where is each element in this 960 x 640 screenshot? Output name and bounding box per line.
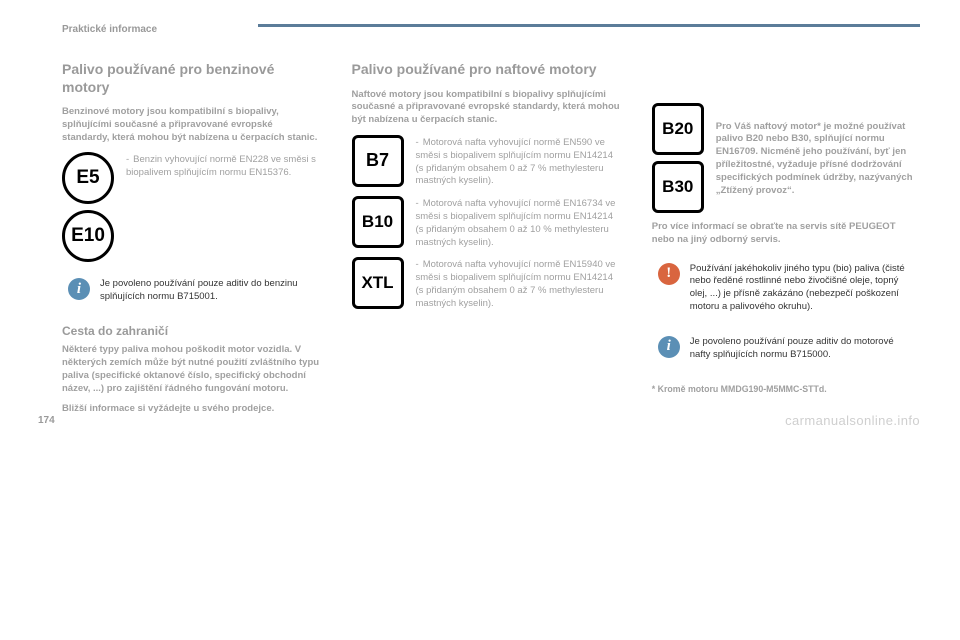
bio-contact: Pro více informací se obraťte na servis … bbox=[652, 221, 920, 247]
petrol-intro: Benzinové motory jsou kompatibilní s bio… bbox=[62, 106, 320, 144]
warn-icon: ! bbox=[658, 263, 680, 285]
bio-top-text: Pro Váš naftový motor* je možné používat… bbox=[716, 119, 920, 198]
petrol-info-text: Je povoleno používání pouze aditiv do be… bbox=[100, 278, 314, 304]
page-number: 174 bbox=[38, 415, 55, 426]
bio-info-text: Je povoleno používání pouze aditiv do mo… bbox=[690, 336, 914, 362]
bio-info-note: i Je povoleno používání pouze aditiv do … bbox=[652, 328, 920, 370]
diesel-row-xtl: XTL -Motorová nafta vyhovující normě EN1… bbox=[352, 257, 620, 310]
e5-icon: E5 bbox=[62, 152, 114, 204]
bio-icons: B20 B30 bbox=[652, 103, 704, 213]
diesel-title: Palivo používané pro naftové motory bbox=[352, 61, 620, 79]
b10-icon: B10 bbox=[352, 196, 404, 248]
b20-icon: B20 bbox=[652, 103, 704, 155]
abroad-subhead: Cesta do zahraničí bbox=[62, 324, 320, 338]
col-petrol: Palivo používané pro benzinové motory Be… bbox=[62, 61, 320, 424]
petrol-info-note: i Je povoleno používání pouze aditiv do … bbox=[62, 270, 320, 312]
col-diesel: Palivo používané pro naftové motory Naft… bbox=[352, 61, 620, 424]
b7-desc: Motorová nafta vyhovující normě EN590 ve… bbox=[416, 137, 613, 186]
bio-warn-text: Používání jakéhokoliv jiného typu (bio) … bbox=[690, 263, 914, 314]
footer-link: carmanualsonline.info bbox=[785, 413, 920, 428]
b7-icon: B7 bbox=[352, 135, 404, 187]
petrol-bullet-text: Benzin vyhovující normě EN228 ve směsi s… bbox=[126, 154, 316, 178]
diesel-row-b7: B7 -Motorová nafta vyhovující normě EN59… bbox=[352, 135, 620, 188]
b7-text: -Motorová nafta vyhovující normě EN590 v… bbox=[416, 135, 620, 188]
bio-warn-note: ! Používání jakéhokoliv jiného typu (bio… bbox=[652, 255, 920, 322]
petrol-fuel-row: E5 E10 -Benzin vyhovující normě EN228 ve… bbox=[62, 152, 320, 262]
bio-top-row: B20 B30 Pro Váš naftový motor* je možné … bbox=[652, 103, 920, 213]
footnote: * Kromě motoru MMDG190-M5MMC-STTd. bbox=[652, 384, 920, 394]
col-biodiesel: B20 B30 Pro Váš naftový motor* je možné … bbox=[652, 61, 920, 424]
abroad-para2: Bližší informace si vyžádejte u svého pr… bbox=[62, 403, 320, 416]
xtl-icon: XTL bbox=[352, 257, 404, 309]
petrol-bullet: -Benzin vyhovující normě EN228 ve směsi … bbox=[126, 152, 320, 180]
content-columns: Palivo používané pro benzinové motory Be… bbox=[62, 61, 920, 424]
petrol-icons: E5 E10 bbox=[62, 152, 114, 262]
petrol-title: Palivo používané pro benzinové motory bbox=[62, 61, 320, 96]
b10-text: -Motorová nafta vyhovující normě EN16734… bbox=[416, 196, 620, 249]
diesel-intro: Naftové motory jsou kompatibilní s biopa… bbox=[352, 89, 620, 127]
b30-icon: B30 bbox=[652, 161, 704, 213]
header-rule bbox=[258, 24, 920, 27]
b10-desc: Motorová nafta vyhovující normě EN16734 … bbox=[416, 198, 616, 247]
abroad-para1: Některé typy paliva mohou poškodit motor… bbox=[62, 344, 320, 395]
xtl-desc: Motorová nafta vyhovující normě EN15940 … bbox=[416, 259, 616, 308]
diesel-row-b10: B10 -Motorová nafta vyhovující normě EN1… bbox=[352, 196, 620, 249]
info-icon: i bbox=[68, 278, 90, 300]
xtl-text: -Motorová nafta vyhovující normě EN15940… bbox=[416, 257, 620, 310]
info-icon: i bbox=[658, 336, 680, 358]
e10-icon: E10 bbox=[62, 210, 114, 262]
